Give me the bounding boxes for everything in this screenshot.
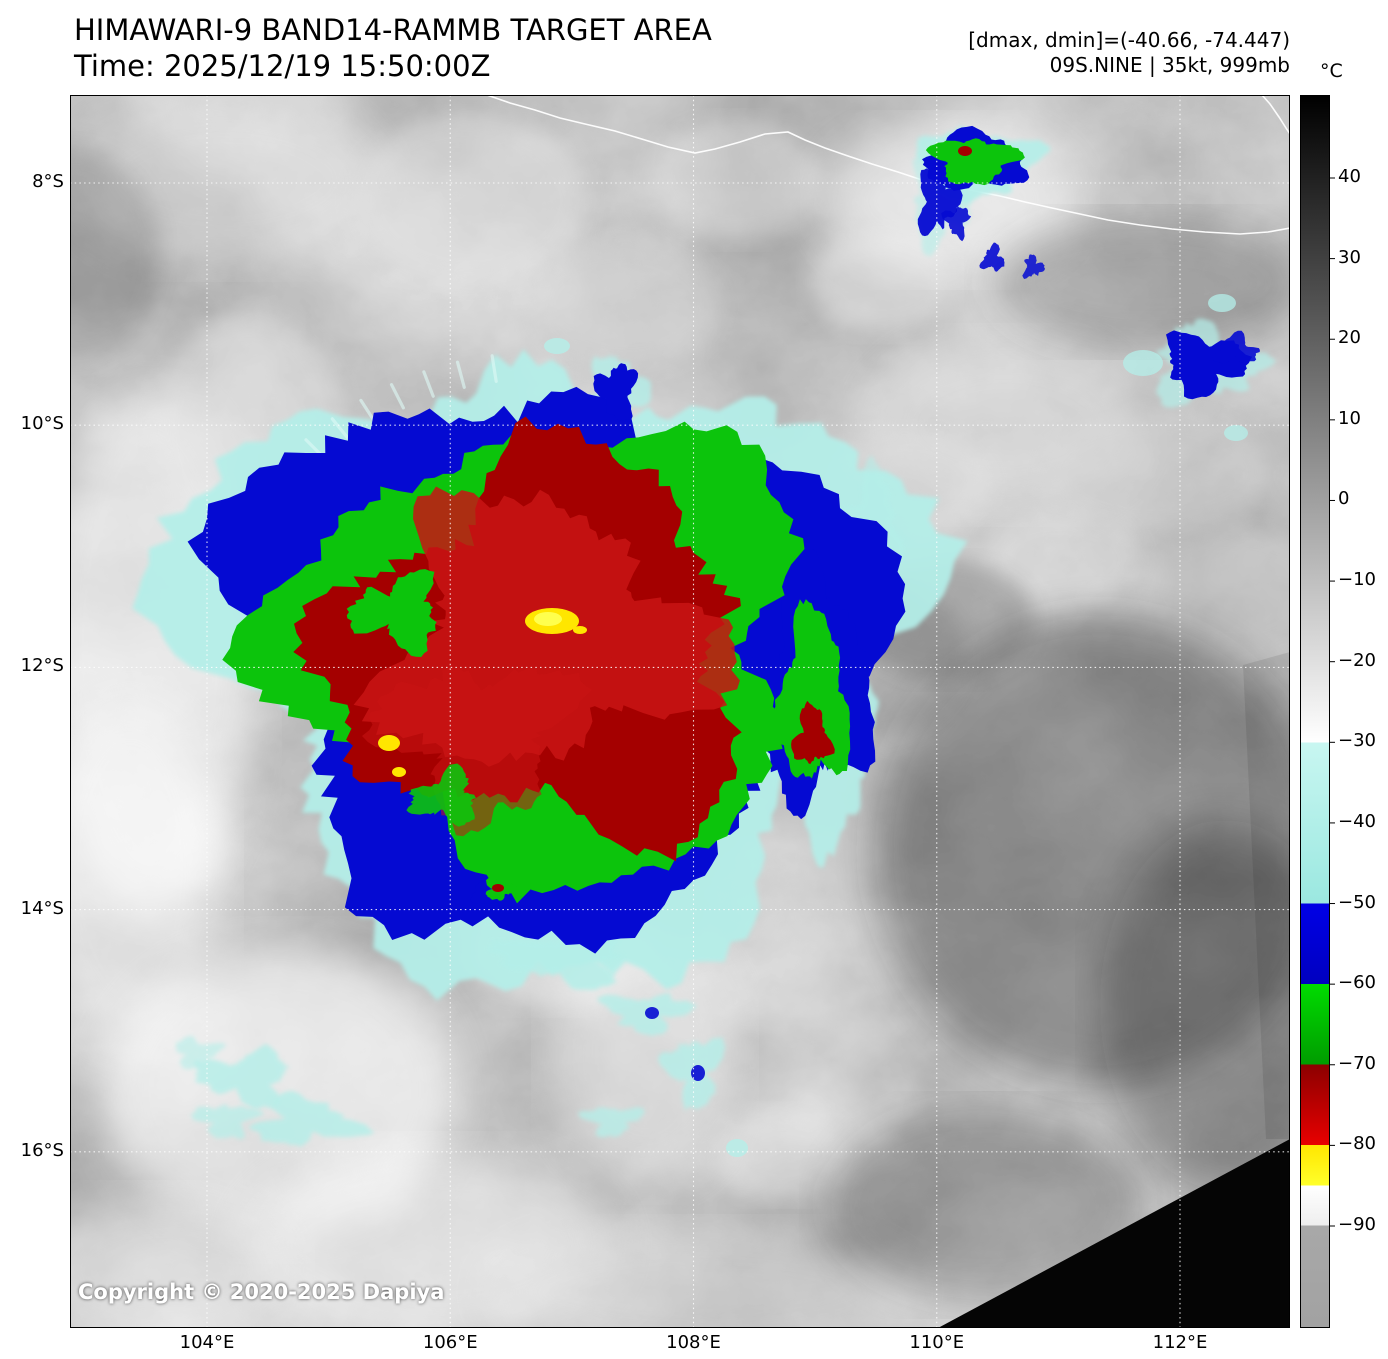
enhancement-spot: [1123, 350, 1163, 376]
dmax-dmin-readout: [dmax, dmin]=(-40.66, -74.447): [968, 28, 1290, 52]
lon-tick-label: 112°E: [1152, 1332, 1208, 1353]
cloud-mass: [650, 120, 820, 240]
cloud-mass: [70, 1195, 290, 1328]
latlon-gridlines: [70, 95, 1290, 1328]
colorbar-tick-label: −60: [1338, 972, 1376, 994]
lat-tick-label: 14°S: [20, 897, 64, 919]
enhancement-blob: [406, 763, 477, 827]
enhancement-blob: [577, 1107, 645, 1138]
header-block: HIMAWARI-9 BAND14-RAMMB TARGET AREA Time…: [74, 12, 712, 84]
cloud-mass: [830, 1110, 1140, 1300]
colorbar-tick-label: −80: [1338, 1133, 1376, 1155]
colorbar-tick-label: −20: [1338, 649, 1376, 671]
coastline-java: [486, 95, 1290, 235]
lat-tick-label: 8°S: [32, 171, 64, 192]
enhancement-blob: [925, 138, 1025, 186]
enhancement-blob: [193, 1043, 290, 1110]
colorbar-tick-label: −50: [1338, 891, 1376, 913]
enhancement-spot: [534, 612, 562, 626]
cloud-mass: [490, 1227, 910, 1328]
header-readouts: [dmax, dmin]=(-40.66, -74.447) 09S.NINE …: [968, 28, 1290, 78]
colorbar: [1300, 95, 1335, 1328]
enhancement-spot: [726, 1139, 748, 1157]
lat-tick-label: 16°S: [20, 1139, 64, 1161]
colorbar-tick-label: 30: [1338, 246, 1361, 268]
coastline-segment: [1261, 95, 1290, 135]
enhancement-blob: [346, 569, 437, 657]
enhancement-spot: [958, 146, 972, 156]
striation-line: [422, 370, 435, 398]
striation-line: [330, 417, 351, 441]
lon-tick-label: 108°E: [666, 1332, 721, 1353]
colorbar-tick-label: −40: [1338, 810, 1376, 832]
copyright-label: Copyright © 2020-2025 Dapiya: [78, 1280, 445, 1304]
colorbar-tick-label: 0: [1338, 488, 1350, 510]
scan-edge-shade: [1243, 652, 1290, 1139]
cloud-mass: [980, 510, 1140, 610]
enhancement-spot: [691, 1065, 705, 1081]
colorbar-tick-label: 20: [1338, 327, 1361, 349]
colorbar-tick-label: −90: [1338, 1213, 1376, 1235]
storm-info: 09S.NINE | 35kt, 999mb: [1049, 53, 1290, 77]
striation-line: [359, 398, 377, 424]
enhancement-blob: [248, 1090, 375, 1147]
lon-tick-label: 106°E: [422, 1332, 478, 1353]
enhancement-blob: [979, 242, 1005, 272]
striation-line: [455, 360, 466, 389]
colorbar-tick-label: −70: [1338, 1052, 1376, 1074]
lon-tick-label: 110°E: [909, 1332, 965, 1353]
product-title: HIMAWARI-9 BAND14-RAMMB TARGET AREA: [74, 13, 712, 47]
cloud-mass: [1040, 410, 1270, 534]
striation-line: [490, 354, 498, 383]
colorbar-unit-label: °C: [1320, 60, 1343, 82]
striation-line: [389, 383, 405, 410]
no-data-wedge: [938, 1139, 1290, 1328]
colorbar-tick-label: −10: [1338, 569, 1376, 591]
enhancement-spot: [378, 735, 400, 751]
cloud-mass: [355, 115, 585, 285]
enhancement-blob: [941, 205, 972, 242]
cloud-mass: [70, 150, 160, 360]
map-plot-area: [70, 95, 1290, 1328]
lat-tick-label: 10°S: [20, 413, 64, 435]
colorbar-bar: [1300, 95, 1330, 1328]
cloud-mass: [1100, 820, 1290, 1190]
lat-tick-label: 12°S: [20, 655, 64, 677]
cloud-mass: [70, 700, 225, 1040]
enhancement-spot: [1208, 294, 1236, 312]
plot-frame: [70, 95, 1290, 1328]
enhancement-spot: [392, 767, 406, 777]
cloud-mass: [1137, 527, 1290, 657]
product-time: Time: 2025/12/19 15:50:00Z: [74, 49, 491, 83]
cloud-mass: [810, 230, 954, 334]
enhancement-spot: [573, 626, 587, 634]
cloud-mass: [720, 1110, 850, 1200]
enhancement-blob: [175, 1035, 227, 1070]
enhancement-spot: [544, 338, 570, 354]
enhancement-blob: [1212, 330, 1260, 364]
enhancement-blob: [771, 599, 851, 779]
enhancement-blob: [1022, 254, 1045, 279]
enhancement-blob: [593, 363, 639, 422]
lon-tick-label: 104°E: [179, 1332, 235, 1353]
cloud-mass: [995, 217, 1290, 347]
enhancement-spot: [492, 884, 504, 892]
enhancement-blob: [190, 1104, 265, 1140]
enhancement-blob: [791, 700, 835, 765]
enhancement-blob: [362, 666, 593, 837]
cloud-mass: [530, 240, 720, 370]
colorbar-tick-label: 40: [1338, 166, 1361, 187]
colorbar-tick-label: −30: [1338, 730, 1376, 752]
scan-edge-wedge: [938, 652, 1290, 1328]
enhancement-spot: [645, 1007, 659, 1019]
colorbar-tick-label: 10: [1338, 407, 1361, 429]
enhancement-spot: [1224, 425, 1248, 441]
